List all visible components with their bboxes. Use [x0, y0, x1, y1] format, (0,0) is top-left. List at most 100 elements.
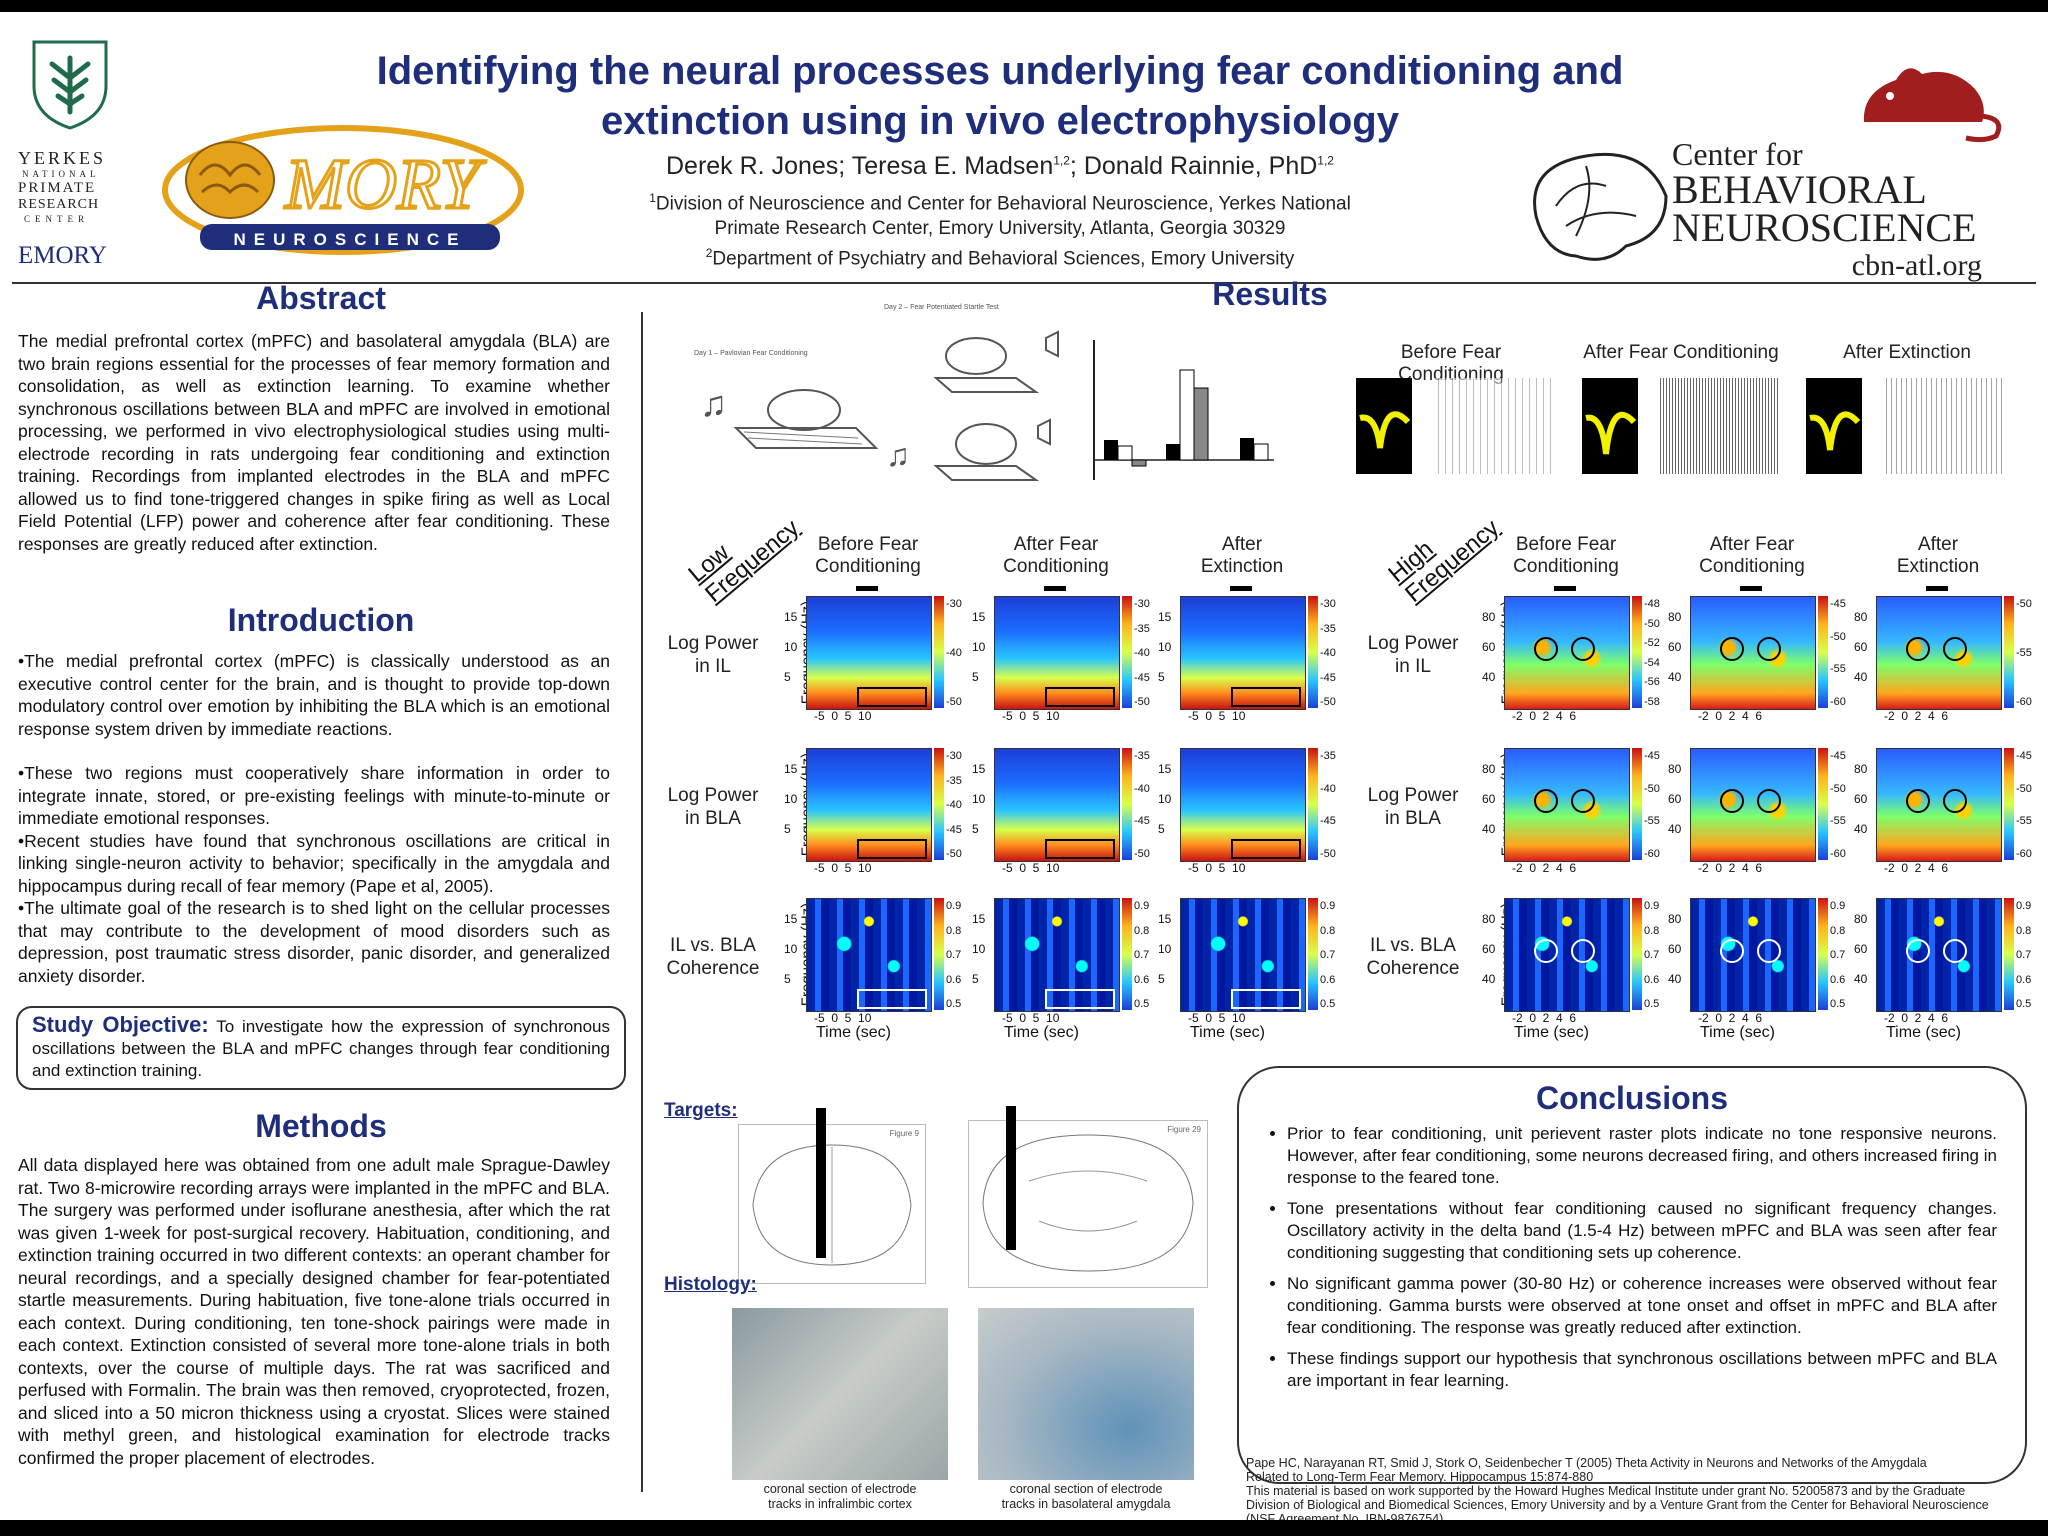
rat-logo-icon — [1863, 68, 2002, 143]
introduction-text: •The medial prefrontal cortex (mPFC) is … — [18, 650, 610, 987]
histology-heading: Histology: — [664, 1274, 757, 1295]
color-scale-bar — [1632, 596, 1642, 708]
x-tick-labels: -5 0 5 10 — [1188, 709, 1246, 723]
y-tick-label: 40 — [1482, 972, 1496, 986]
x-tick-labels: -5 0 5 10 — [814, 709, 872, 723]
targets-heading: Targets: — [664, 1100, 738, 1121]
abstract-text: The medial prefrontal cortex (mPFC) and … — [18, 331, 610, 554]
high-spectrogram-panel — [1690, 596, 1816, 710]
color-scale-tick: -35 — [1320, 750, 1336, 762]
y-tick-label: 80 — [1854, 762, 1868, 776]
color-scale-bar — [1122, 596, 1132, 708]
study-objective-box: Study Objective: To investigate how the … — [16, 1006, 626, 1090]
bar — [1166, 444, 1180, 460]
low-spectrogram-panel — [806, 596, 932, 710]
y-tick-label: 15 — [1158, 762, 1172, 776]
y-tick-label: 80 — [1668, 912, 1682, 926]
high-col-header-line: After — [1917, 534, 1959, 555]
low-spectrogram-panel — [994, 748, 1120, 862]
tone-window-box — [1045, 989, 1115, 1009]
gamma-burst-circle — [1533, 637, 1558, 661]
color-scale-tick: -30 — [1134, 598, 1150, 610]
affil-2: Department of Psychiatry and Behavioral … — [712, 248, 1295, 270]
x-tick-labels: -2 0 2 4 6 — [1698, 709, 1763, 723]
color-scale-tick: 0.9 — [2016, 900, 2032, 912]
low-col-header-line: Conditioning — [815, 556, 921, 577]
color-scale-tick: 0.7 — [1320, 949, 1336, 961]
rat-icon-3 — [955, 423, 1017, 465]
color-scale-tick: 0.7 — [946, 949, 962, 961]
y-tick-label: 10 — [784, 640, 798, 654]
y-tick-label: 15 — [784, 610, 798, 624]
x-tick-labels: -2 0 2 4 6 — [1512, 861, 1577, 875]
y-tick-label: 15 — [972, 912, 986, 926]
row-label: IL vs. BLA Coherence — [1358, 934, 1468, 980]
gamma-burst-circle — [1756, 939, 1781, 963]
y-tick-label: 80 — [1854, 610, 1868, 624]
high-spectrogram-panel — [1504, 748, 1630, 862]
y-tick-label: 15 — [1158, 610, 1172, 624]
x-axis-label: Time (sec) — [816, 1024, 891, 1041]
tone-window-box — [1231, 839, 1301, 859]
bar — [1104, 440, 1118, 460]
y-tick-label: 15 — [972, 610, 986, 624]
color-scale-tick: 0.6 — [946, 973, 962, 986]
y-tick-label: 5 — [784, 670, 791, 684]
caption-2b: tracks in basolateral amygdala — [1001, 1497, 1171, 1511]
color-scale-tick: -60 — [2016, 696, 2032, 708]
histology-image-ilc — [732, 1308, 948, 1480]
color-scale-tick: -52 — [1644, 637, 1660, 650]
waveform-before — [1356, 378, 1412, 474]
row-label: Log Power in IL — [658, 632, 768, 678]
tone-bar — [856, 586, 878, 591]
emory-neuro-word: NEUROSCIENCE — [233, 230, 467, 249]
y-tick-label: 80 — [1668, 762, 1682, 776]
x-tick-labels: -5 0 5 10 — [1188, 861, 1246, 875]
speaker-icon-1 — [1045, 330, 1059, 358]
x-tick-labels: -5 0 5 10 — [814, 1011, 872, 1025]
gamma-burst-circle — [1942, 637, 1967, 661]
color-scale-tick: 0.9 — [1134, 900, 1150, 912]
color-scale-tick: -45 — [1644, 750, 1660, 762]
row-label-line: IL vs. BLA — [1370, 935, 1456, 956]
color-scale-bar — [2004, 898, 2014, 1010]
color-scale-tick: -50 — [1134, 848, 1150, 860]
color-scale-bar — [1308, 748, 1318, 860]
row-label-line: Log Power — [1367, 633, 1459, 654]
row-label-line: in BLA — [1385, 808, 1441, 829]
color-scale-bar — [2004, 596, 2014, 708]
gamma-burst-circle — [1719, 637, 1744, 661]
color-scale-tick: 0.5 — [1830, 998, 1846, 1010]
yerkes-text-2: NATIONAL — [22, 169, 100, 179]
y-tick-label: 5 — [972, 822, 979, 836]
color-scale-tick: -48 — [1644, 598, 1660, 610]
gamma-burst-circle — [1719, 939, 1744, 963]
affil-1-sup: 1 — [649, 191, 656, 205]
color-scale-bar — [1632, 898, 1642, 1010]
y-tick-label: 10 — [972, 640, 986, 654]
color-scale-tick: 0.8 — [2016, 924, 2032, 937]
y-tick-label: 60 — [1668, 792, 1682, 806]
atlas-section-ilc: Figure 9 — [738, 1124, 926, 1284]
gamma-burst-circle — [1942, 939, 1967, 963]
electrode-track-1 — [816, 1108, 826, 1258]
tone-bar — [1044, 586, 1066, 591]
yerkes-text-4: RESEARCH — [18, 197, 100, 212]
color-scale-tick: -55 — [1830, 815, 1846, 828]
x-tick-labels: -5 0 5 10 — [1002, 1011, 1060, 1025]
emory-neuroscience-logo: MORY NEUROSCIENCE — [160, 120, 526, 260]
title-line-2: extinction using in vivo electrophysiolo… — [601, 99, 1399, 143]
high-col-header-line: After Fear — [1709, 534, 1795, 555]
y-tick-label: 80 — [1482, 610, 1496, 624]
color-scale-bar — [934, 596, 944, 708]
conclusion-item: Tone presentations without fear conditio… — [1287, 1198, 1997, 1264]
histology-caption-1: coronal section of electrode tracks in i… — [732, 1482, 948, 1512]
intro-bullet-4: •The ultimate goal of the research is to… — [18, 898, 610, 986]
y-tick-label: 40 — [1482, 822, 1496, 836]
yerkes-shield-icon — [32, 40, 108, 130]
rat-icon-1 — [767, 389, 841, 431]
funding-text: This material is based on work supported… — [1246, 1484, 1989, 1520]
cbn-line-1: Center for — [1672, 136, 1803, 172]
x-tick-labels: -2 0 2 4 6 — [1512, 709, 1577, 723]
column-divider — [641, 312, 643, 1492]
